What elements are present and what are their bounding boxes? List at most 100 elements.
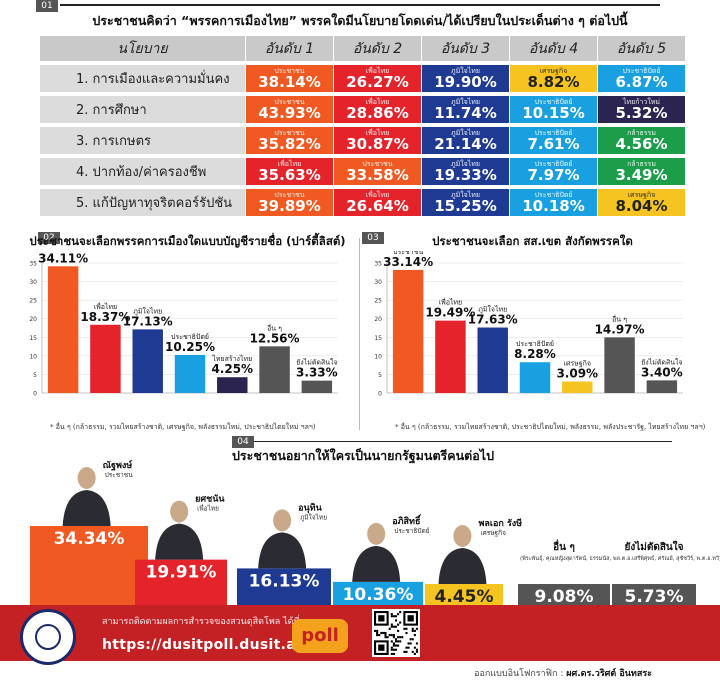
cell-value: 3.49% <box>615 166 668 184</box>
qr-module <box>411 627 414 630</box>
partylist-footnote: * อื่น ๆ (กล้าธรรม, รวมไทยสร้างชาติ, เศร… <box>50 423 316 431</box>
qr-module <box>405 650 408 653</box>
qr-module <box>415 642 418 645</box>
qr-module <box>390 613 393 616</box>
y-tick-label: 25 <box>29 298 37 305</box>
qr-module <box>399 636 402 639</box>
rank-cell: ภูมิใจไทย 19.90% <box>422 65 509 92</box>
cell-party: กล้าธรรม <box>627 129 656 137</box>
bar <box>174 354 206 393</box>
rank-cell: ประชาชน 38.14% <box>246 65 333 92</box>
candidate-party: ภูมิใจไทย <box>300 513 327 521</box>
bar-category-label: ภูมิใจไทย <box>478 305 507 314</box>
qr-module <box>384 636 387 639</box>
qr-module <box>407 646 410 649</box>
qr-module <box>382 631 385 635</box>
bar-value-label: 18.37% <box>80 310 130 324</box>
qr-module <box>394 648 398 651</box>
footer-credit: ออกแบบอินโฟกราฟิก : ผศ.ดร.วริศต์ อินทสระ <box>474 666 652 680</box>
cell-party: เศรษฐกิจ <box>627 191 656 199</box>
bar-value-label: 12.56% <box>250 331 300 345</box>
qr-module <box>390 634 393 637</box>
qr-module <box>394 619 398 622</box>
header-rank-3: อันดับ 3 <box>422 36 509 61</box>
section3-number: 03 <box>362 232 384 244</box>
district-footnote: * อื่น ๆ (กล้าธรรม, รวมไทยสร้างชาติ, ประ… <box>395 423 706 431</box>
qr-module <box>390 646 393 649</box>
header-rank-1: อันดับ 1 <box>246 36 333 61</box>
bar-category-label: เพื่อไทย <box>94 302 117 311</box>
cell-value: 30.87% <box>346 135 409 153</box>
footer-url-link[interactable]: https://dusitpoll.dusit.ac.th <box>102 637 328 653</box>
qr-module <box>409 642 412 645</box>
qr-module <box>384 631 387 635</box>
qr-module <box>415 627 418 630</box>
y-tick-label: 20 <box>29 316 37 323</box>
header-rank-5: อันดับ 5 <box>598 36 685 61</box>
qr-module <box>399 621 402 624</box>
qr-module <box>388 634 391 637</box>
bar-category-label: ประชาชน <box>48 251 78 252</box>
qr-module <box>390 648 393 651</box>
bar <box>47 266 79 393</box>
qr-code-icon[interactable] <box>372 609 420 657</box>
qr-module <box>405 631 408 635</box>
bar-value-label: 3.09% <box>556 367 598 381</box>
university-logo <box>20 609 76 665</box>
header-policy: นโยบาย <box>40 36 245 61</box>
cell-value: 11.74% <box>434 104 497 122</box>
rank-cell: เศรษฐกิจ 8.04% <box>598 189 685 216</box>
section1-rule <box>60 4 660 6</box>
bar-value-label: 17.13% <box>123 314 173 328</box>
cell-value: 8.82% <box>527 73 580 91</box>
bar <box>217 377 248 393</box>
cell-value: 35.63% <box>258 166 321 184</box>
qr-module <box>392 636 395 639</box>
rank-cell: กล้าธรรม 4.56% <box>598 127 685 154</box>
pm-value-label: 4.45% <box>435 587 494 607</box>
qr-module <box>392 615 395 618</box>
bar-value-label: 34.11% <box>38 251 88 265</box>
rank-cell: ประชาธิปัตย์ 6.87% <box>598 65 685 92</box>
qr-module <box>413 634 416 637</box>
qr-module <box>386 636 389 639</box>
portrait-head-icon <box>273 509 292 532</box>
qr-module <box>390 652 393 655</box>
y-tick-label: 5 <box>378 372 382 379</box>
district-chart-panel: ประชาชนจะเลือก สส.เขต สังกัดพรรคใด 0 5 10 1… <box>365 233 705 433</box>
pm-value-label: 34.34% <box>54 529 125 549</box>
footer-strip <box>0 661 720 682</box>
y-tick-label: 30 <box>29 279 37 286</box>
bar <box>519 362 551 393</box>
bar-category-label: ประชาธิปัตย์ <box>516 340 554 348</box>
cell-value: 7.61% <box>527 135 580 153</box>
qr-module <box>413 629 416 632</box>
qr-module <box>394 638 398 641</box>
cell-value: 21.14% <box>434 135 497 153</box>
qr-module <box>411 638 414 641</box>
qr-module <box>378 634 381 637</box>
bar-value-label: 17.63% <box>468 313 518 327</box>
credit-name: ผศ.ดร.วริศต์ อินทสระ <box>566 669 652 679</box>
qr-module <box>405 646 408 649</box>
section1-number: 01 <box>36 0 58 12</box>
pm-bar <box>333 581 423 606</box>
rank-cell: ไทยก้าวใหม่ 5.32% <box>598 96 685 123</box>
qr-module <box>392 652 395 655</box>
cell-party: ประชาธิปัตย์ <box>622 67 661 75</box>
policy-label: 4. ปากท้อง/ค่าครองชีพ <box>40 158 245 185</box>
qr-module <box>392 644 395 647</box>
bar-category-label: ยังไม่ตัดสินใจ <box>641 357 682 366</box>
bar-category-label: อื่น ๆ <box>267 323 282 332</box>
qr-module <box>388 627 391 630</box>
table-row: 1. การเมืองและความมั่นคง ประชาชน 38.14% เพื… <box>40 65 685 92</box>
bar-value-label: 33.14% <box>383 255 433 269</box>
cell-party: ประชาธิปัตย์ <box>534 98 573 106</box>
bar-category-label: เพื่อไทย <box>439 298 462 307</box>
cell-party: ภูมิใจไทย <box>451 98 480 106</box>
bar-category-label: ยังไม่ตัดสินใจ <box>296 358 337 367</box>
cell-party: ประชาธิปัตย์ <box>534 129 573 137</box>
section1-heading: 01 ประชาชนคิดว่า “พรรคการเมืองไทย” พรรคใ… <box>0 0 720 32</box>
portrait-body-icon <box>155 523 204 560</box>
